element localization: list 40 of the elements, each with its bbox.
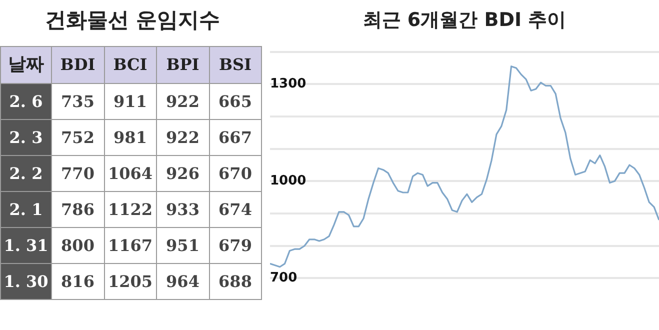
data-label: 981 bbox=[104, 120, 156, 156]
legend-label: BPI bbox=[156, 46, 209, 84]
data-label: 1122 bbox=[104, 192, 156, 228]
legend-label: BSI bbox=[209, 46, 262, 84]
category-label: 2. 1 bbox=[0, 192, 52, 228]
data-label: 674 bbox=[209, 192, 262, 228]
data-label: 911 bbox=[104, 84, 156, 120]
category-label: 2. 2 bbox=[0, 156, 52, 192]
legend-label: BDI bbox=[52, 46, 104, 84]
data-label: 964 bbox=[156, 264, 209, 300]
data-label: 667 bbox=[209, 120, 262, 156]
data-label: 816 bbox=[52, 264, 104, 300]
category-label: 2. 6 bbox=[0, 84, 52, 120]
data-label: 670 bbox=[209, 156, 262, 192]
y-tick-label: 1300 bbox=[270, 76, 306, 92]
data-label: 800 bbox=[52, 228, 104, 264]
text: 건화물선 운임지수 bbox=[44, 7, 222, 34]
data-label: 922 bbox=[156, 120, 209, 156]
category-label: 1. 31 bbox=[0, 228, 52, 264]
data-label: 770 bbox=[52, 156, 104, 192]
data-label: 688 bbox=[209, 264, 262, 300]
data-label: 752 bbox=[52, 120, 104, 156]
data-label: 665 bbox=[209, 84, 262, 120]
category-label: 1. 30 bbox=[0, 264, 52, 300]
data-label: 933 bbox=[156, 192, 209, 228]
data-label: 922 bbox=[156, 84, 209, 120]
chart-title: 최근 6개월간 BDI 추이 bbox=[362, 8, 568, 33]
data-label: 951 bbox=[156, 228, 209, 264]
data-label: 679 bbox=[209, 228, 262, 264]
data-label: 786 bbox=[52, 192, 104, 228]
data-label: 926 bbox=[156, 156, 209, 192]
data-label: 1205 bbox=[104, 264, 156, 300]
data-label: 735 bbox=[52, 84, 104, 120]
y-tick-label: 700 bbox=[270, 270, 298, 286]
text: 날짜 bbox=[0, 46, 52, 84]
data-label: 1064 bbox=[104, 156, 156, 192]
legend-label: BCI bbox=[104, 46, 156, 84]
data-label: 1167 bbox=[104, 228, 156, 264]
y-tick-label: 1000 bbox=[270, 174, 306, 189]
category-label: 2. 3 bbox=[0, 120, 52, 156]
